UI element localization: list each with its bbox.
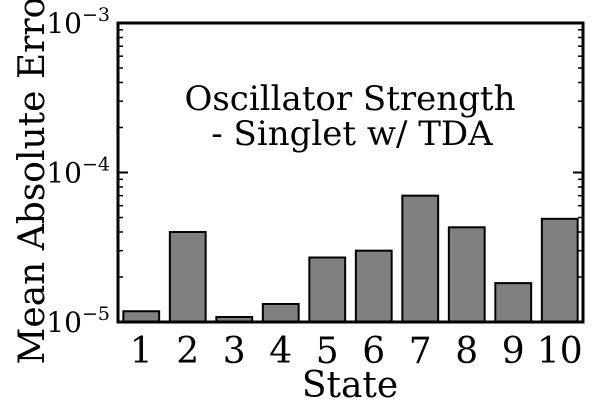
- bar-state-9: [494, 282, 533, 323]
- bar-state-8: [447, 226, 486, 323]
- x-axis-label: State: [302, 365, 398, 402]
- x-tick-label: 10: [537, 331, 583, 372]
- bar-state-2: [168, 230, 207, 323]
- chart-title-line-2: - Singlet w/ TDA: [211, 114, 493, 154]
- x-tick-label: 5: [316, 331, 339, 372]
- x-tick-label: 6: [362, 331, 385, 372]
- y-tick-label: 10−3: [46, 4, 110, 40]
- x-tick-label: 4: [269, 331, 292, 372]
- bar-state-10: [540, 217, 579, 323]
- chart-title-line-1: Oscillator Strength: [184, 79, 515, 119]
- y-tick-label: 10−4: [46, 154, 110, 190]
- y-axis-label: Mean Absolute Error: [12, 0, 53, 364]
- x-tick-label: 1: [130, 331, 153, 372]
- x-tick-label: 3: [223, 331, 246, 372]
- bar-state-4: [261, 302, 300, 323]
- bar-state-5: [308, 256, 347, 323]
- x-tick-label: 2: [176, 331, 199, 372]
- bar-state-6: [354, 249, 393, 324]
- x-tick-label: 8: [455, 331, 478, 372]
- y-tick-label: 10−5: [46, 303, 110, 339]
- bar-state-7: [401, 194, 440, 323]
- x-tick-label: 7: [409, 331, 432, 372]
- y-ticks-group: 10−5 10−4 10−3: [46, 4, 583, 339]
- bars-group: [122, 194, 579, 324]
- bar-state-1: [122, 310, 161, 323]
- x-ticks-group: 1 2 3 4 5 6 7 8 9 10: [130, 331, 583, 372]
- x-tick-label: 9: [502, 331, 525, 372]
